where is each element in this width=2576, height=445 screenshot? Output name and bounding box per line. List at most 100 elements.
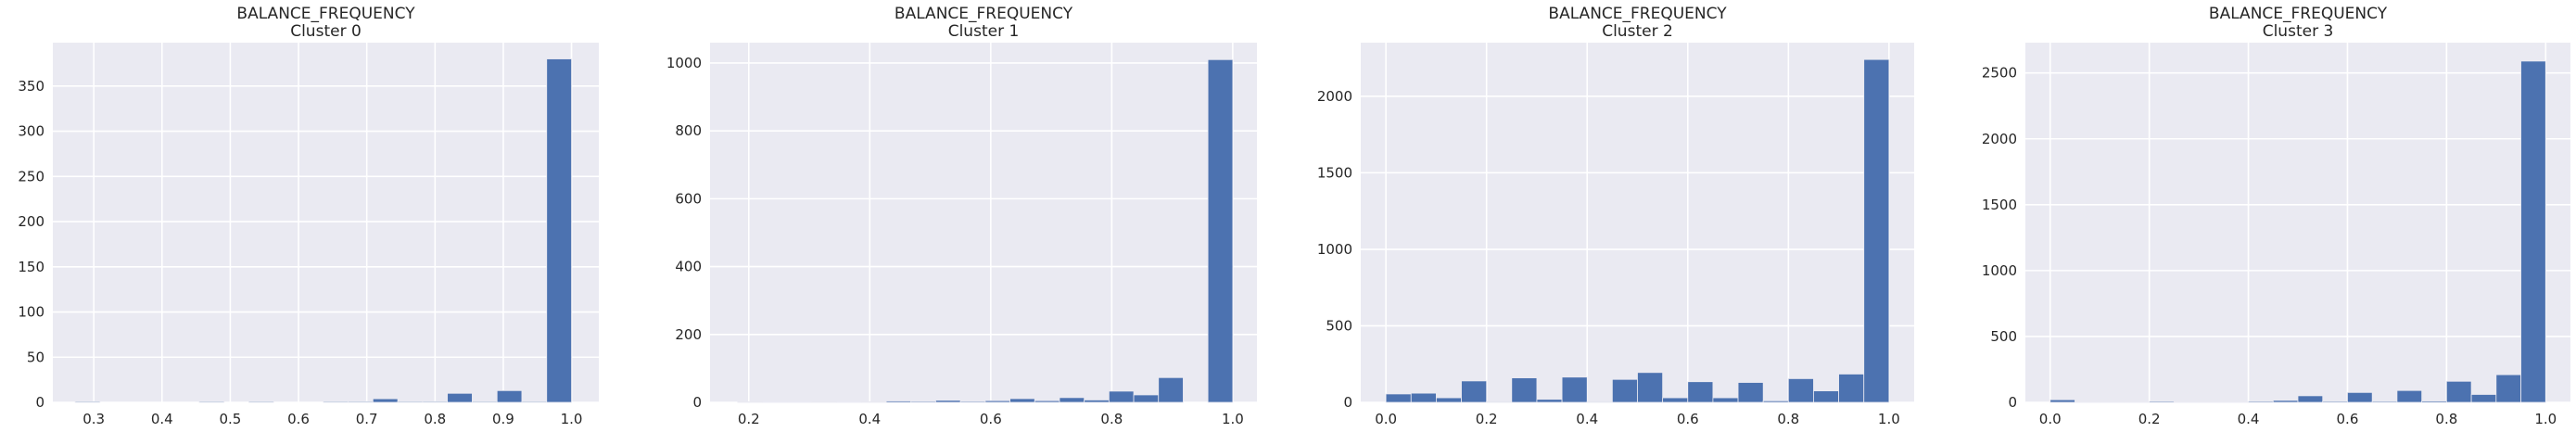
- x-tick-label: 0.3: [82, 411, 105, 427]
- histogram-bar: [2521, 61, 2546, 402]
- y-tick-label: 1500: [1317, 164, 1352, 181]
- histogram-bar: [2050, 400, 2075, 402]
- histogram-bar: [1208, 59, 1233, 402]
- histogram-bar: [2471, 394, 2496, 402]
- subplot-title: BALANCE_FREQUENCY: [2209, 5, 2388, 23]
- histogram-bar: [812, 401, 837, 402]
- y-tick-label: 1500: [1982, 197, 2017, 213]
- histogram-bar: [1864, 59, 1889, 402]
- histogram-bar: [1813, 391, 1838, 402]
- x-tick-label: 0.7: [356, 411, 378, 427]
- x-tick-label: 0.0: [2039, 411, 2062, 427]
- histogram-bar: [1839, 374, 1864, 402]
- histogram-bar: [2397, 390, 2422, 402]
- histogram-bar: [398, 401, 423, 402]
- y-tick-label: 200: [675, 326, 702, 343]
- histogram-bar: [886, 401, 911, 402]
- y-tick-label: 350: [18, 78, 44, 95]
- histogram-bar: [738, 401, 763, 402]
- histogram-bar: [497, 390, 522, 402]
- x-tick-label: 0.8: [1777, 411, 1799, 427]
- plot-area: [710, 43, 1257, 402]
- x-tick-label: 0.5: [219, 411, 241, 427]
- histogram-bar: [1562, 377, 1587, 402]
- histogram-bar: [1763, 400, 1788, 402]
- subplot-subtitle: Cluster 3: [2263, 22, 2334, 41]
- histogram-bar: [1109, 391, 1134, 402]
- y-tick-label: 50: [27, 349, 44, 365]
- histogram-bar: [2298, 396, 2323, 402]
- histogram-bar: [2446, 381, 2471, 402]
- x-tick-label: 0.9: [492, 411, 514, 427]
- y-tick-label: 400: [675, 259, 702, 275]
- histogram-bar: [1134, 395, 1159, 402]
- histogram-bar: [349, 401, 374, 402]
- histogram-bar: [2323, 401, 2348, 402]
- histogram-bar: [547, 59, 572, 402]
- histogram-bar: [2422, 401, 2447, 402]
- x-tick-label: 1.0: [1878, 411, 1900, 427]
- x-tick-label: 0.4: [2238, 411, 2260, 427]
- x-tick-label: 0.6: [1677, 411, 1699, 427]
- histogram-bar: [472, 401, 497, 402]
- x-tick-label: 0.2: [738, 411, 760, 427]
- subplot-title: BALANCE_FREQUENCY: [895, 5, 1073, 23]
- histogram-bar: [1411, 393, 1436, 402]
- x-tick-label: 1.0: [561, 411, 583, 427]
- histogram-bar: [960, 401, 985, 402]
- x-tick-label: 0.6: [287, 411, 310, 427]
- x-tick-label: 0.0: [1375, 411, 1397, 427]
- y-tick-label: 500: [1326, 317, 1352, 334]
- histogram-bar: [324, 401, 349, 402]
- histogram-bar: [423, 401, 448, 402]
- histogram-bar: [985, 400, 1010, 402]
- y-tick-label: 250: [18, 168, 44, 184]
- y-tick-label: 1000: [1982, 262, 2017, 279]
- histogram-bar: [248, 401, 273, 402]
- histogram-bar: [2347, 392, 2372, 402]
- subplot-subtitle: Cluster 2: [1602, 22, 1673, 41]
- histogram-bar: [448, 393, 473, 402]
- histogram-bar: [1010, 399, 1035, 402]
- x-tick-label: 0.6: [980, 411, 1002, 427]
- histogram-bar: [1788, 378, 1813, 402]
- y-tick-label: 2000: [1317, 88, 1352, 105]
- histogram-bar: [861, 401, 886, 402]
- y-tick-label: 1000: [1317, 241, 1352, 258]
- histogram-bar: [1085, 400, 1110, 402]
- histogram-bar: [1487, 401, 1512, 402]
- plot-area: [53, 43, 599, 402]
- histogram-bar: [1663, 398, 1688, 402]
- y-tick-label: 0: [692, 394, 702, 411]
- x-tick-label: 0.4: [151, 411, 173, 427]
- x-tick-label: 0.8: [424, 411, 446, 427]
- y-tick-label: 800: [675, 122, 702, 139]
- plot-area: [2025, 43, 2570, 402]
- y-tick-label: 1000: [666, 55, 702, 71]
- histogram-bar: [75, 401, 100, 402]
- histogram-bar: [1738, 383, 1763, 402]
- histogram-bar: [1436, 398, 1461, 402]
- histogram-bar: [1638, 373, 1663, 402]
- y-tick-label: 0: [1343, 394, 1352, 411]
- histogram-bar: [2150, 401, 2175, 402]
- histogram-bar: [1060, 398, 1085, 402]
- histogram-bar: [935, 400, 960, 402]
- y-tick-label: 0: [35, 394, 44, 411]
- y-tick-label: 500: [1990, 328, 2017, 345]
- histogram-bar: [199, 401, 224, 402]
- y-tick-label: 2500: [1982, 65, 2017, 82]
- histogram-bar: [1034, 400, 1060, 402]
- y-tick-label: 150: [18, 259, 44, 275]
- x-tick-label: 0.4: [858, 411, 881, 427]
- x-tick-label: 0.8: [1100, 411, 1123, 427]
- histogram-bar: [1713, 398, 1738, 402]
- y-tick-label: 300: [18, 123, 44, 140]
- x-tick-label: 0.8: [2435, 411, 2457, 427]
- histogram-bar: [1159, 377, 1184, 402]
- histogram-bar: [1688, 382, 1713, 402]
- x-tick-label: 1.0: [1222, 411, 1244, 427]
- histogram-bar: [2249, 401, 2274, 402]
